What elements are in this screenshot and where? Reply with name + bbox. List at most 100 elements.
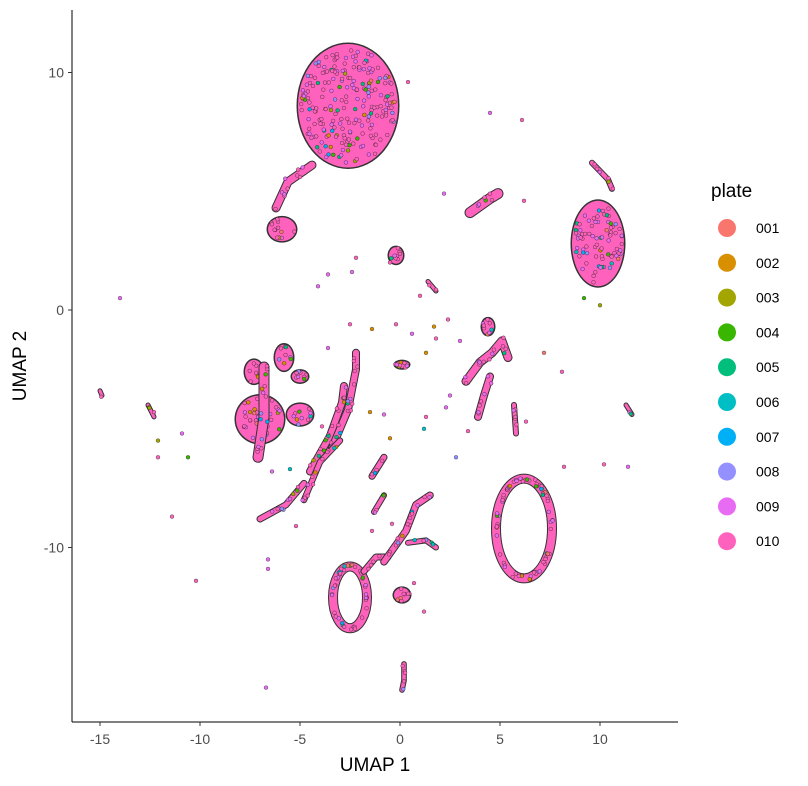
data-point bbox=[347, 322, 353, 327]
data-point bbox=[275, 506, 280, 512]
cluster-18 bbox=[371, 492, 387, 515]
legend-label-009: 009 bbox=[756, 498, 780, 514]
data-point bbox=[318, 446, 323, 452]
data-point bbox=[373, 142, 378, 147]
data-point bbox=[594, 236, 599, 241]
data-point bbox=[395, 540, 401, 545]
x-tick-label: -15 bbox=[90, 731, 110, 747]
data-point bbox=[433, 287, 439, 292]
cluster-26 bbox=[380, 491, 434, 566]
data-point bbox=[381, 493, 386, 498]
data-point bbox=[335, 108, 340, 113]
data-point bbox=[385, 132, 390, 138]
data-point bbox=[383, 81, 388, 86]
data-point bbox=[369, 326, 375, 332]
data-point bbox=[366, 566, 371, 571]
data-point bbox=[591, 280, 596, 285]
data-point bbox=[400, 533, 405, 538]
y-axis-title: UMAP 2 bbox=[10, 331, 31, 401]
data-point bbox=[598, 265, 603, 270]
data-point bbox=[614, 253, 619, 258]
data-point bbox=[619, 233, 624, 238]
x-axis-ticks: -15 -10 -5 0 5 10 bbox=[90, 722, 608, 747]
data-point bbox=[316, 63, 321, 68]
data-point bbox=[349, 627, 354, 632]
data-point bbox=[525, 477, 530, 482]
data-point bbox=[608, 225, 614, 230]
data-point bbox=[368, 126, 373, 131]
data-point bbox=[287, 467, 293, 472]
x-tick-label: 0 bbox=[396, 731, 404, 747]
data-point bbox=[269, 469, 275, 474]
data-point bbox=[242, 424, 247, 429]
data-point bbox=[482, 195, 487, 200]
data-point bbox=[285, 186, 290, 191]
data-point bbox=[333, 97, 338, 102]
data-point bbox=[540, 492, 545, 497]
data-point bbox=[297, 409, 302, 414]
data-point bbox=[300, 498, 305, 503]
data-point bbox=[599, 246, 604, 251]
cluster-17 bbox=[368, 453, 388, 480]
data-point bbox=[353, 59, 358, 64]
data-point bbox=[326, 80, 331, 85]
data-point bbox=[399, 598, 404, 604]
data-point bbox=[299, 416, 304, 421]
data-point bbox=[169, 514, 175, 519]
data-point bbox=[361, 104, 366, 109]
cluster-34 bbox=[97, 388, 105, 399]
data-point bbox=[333, 576, 338, 581]
data-point bbox=[263, 394, 268, 399]
data-point bbox=[269, 417, 274, 422]
cluster-fill bbox=[268, 217, 296, 242]
cluster-6 bbox=[589, 159, 615, 192]
data-point bbox=[597, 303, 603, 308]
data-point bbox=[464, 381, 469, 386]
data-point bbox=[305, 89, 310, 94]
data-point bbox=[323, 438, 328, 443]
data-point bbox=[340, 621, 345, 626]
data-point bbox=[541, 350, 547, 355]
data-point bbox=[608, 221, 613, 226]
data-point bbox=[384, 113, 389, 118]
data-point bbox=[151, 410, 157, 415]
data-point bbox=[324, 69, 330, 74]
data-point bbox=[155, 438, 161, 443]
data-point bbox=[360, 575, 365, 580]
data-point bbox=[360, 143, 366, 148]
data-point bbox=[299, 102, 304, 107]
data-point bbox=[340, 126, 345, 131]
data-point bbox=[350, 82, 355, 88]
data-point bbox=[332, 583, 337, 588]
data-point bbox=[340, 140, 345, 146]
data-point bbox=[342, 624, 347, 629]
data-point bbox=[256, 444, 261, 449]
data-point bbox=[599, 254, 604, 259]
legend-label-008: 008 bbox=[756, 464, 780, 480]
data-point bbox=[259, 437, 264, 442]
data-point bbox=[378, 104, 383, 109]
data-point bbox=[338, 430, 343, 436]
data-point bbox=[389, 105, 394, 110]
data-point bbox=[628, 411, 633, 416]
data-point bbox=[431, 324, 437, 329]
data-point bbox=[305, 417, 311, 422]
data-point bbox=[328, 108, 334, 113]
data-point bbox=[315, 284, 321, 289]
data-point bbox=[369, 88, 374, 93]
data-point bbox=[511, 408, 516, 413]
data-point bbox=[591, 216, 596, 221]
data-point bbox=[604, 213, 609, 218]
data-point bbox=[339, 98, 344, 103]
data-point bbox=[333, 134, 339, 139]
data-point bbox=[369, 78, 374, 83]
data-point bbox=[559, 369, 565, 374]
data-point bbox=[487, 191, 492, 196]
legend-key-006 bbox=[718, 393, 736, 411]
data-point bbox=[375, 113, 380, 118]
data-point bbox=[387, 552, 392, 557]
cluster-30 bbox=[393, 359, 411, 370]
data-point bbox=[514, 478, 519, 483]
data-point bbox=[368, 111, 374, 116]
data-point bbox=[401, 591, 406, 596]
